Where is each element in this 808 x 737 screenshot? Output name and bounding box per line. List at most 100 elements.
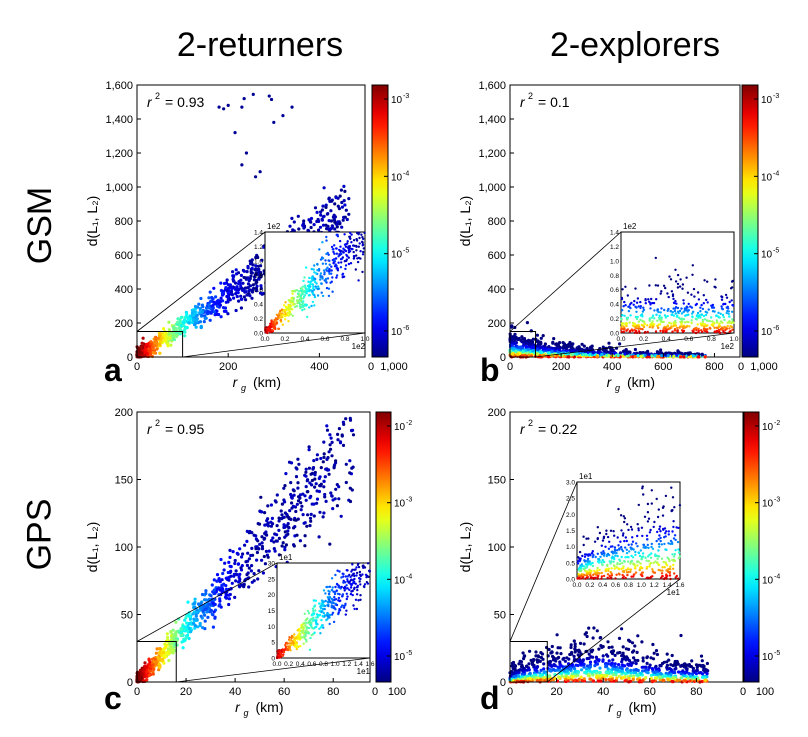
inset-point bbox=[296, 295, 299, 299]
data-point bbox=[247, 566, 251, 570]
data-point bbox=[332, 466, 336, 470]
data-point bbox=[226, 103, 230, 107]
inset-point bbox=[345, 592, 348, 595]
inset-point bbox=[730, 310, 734, 313]
inset-point bbox=[698, 314, 701, 317]
x-tick-label: 60 bbox=[278, 686, 290, 698]
inset-x-tick-label: 0.6 bbox=[307, 661, 316, 668]
data-point bbox=[149, 340, 153, 344]
data-point bbox=[233, 131, 237, 135]
data-point bbox=[275, 533, 279, 537]
y-tick-label: 1,400 bbox=[105, 114, 133, 126]
inset-point bbox=[689, 305, 692, 308]
inset-y-tick-label: 20 bbox=[268, 592, 276, 599]
data-point bbox=[254, 278, 258, 283]
r-squared-value: = 0.95 bbox=[165, 421, 205, 437]
inset-point bbox=[331, 611, 335, 614]
data-point bbox=[251, 92, 255, 96]
data-point bbox=[315, 501, 319, 505]
data-point bbox=[301, 222, 306, 226]
inset-point bbox=[296, 299, 299, 303]
inset-point bbox=[660, 316, 663, 319]
inset-y-tick-label: 0.8 bbox=[610, 273, 619, 280]
data-point bbox=[200, 313, 204, 317]
inset-point bbox=[357, 279, 360, 282]
data-point bbox=[207, 306, 211, 310]
data-point bbox=[245, 539, 249, 544]
data-point bbox=[226, 312, 230, 316]
data-point bbox=[284, 534, 288, 538]
inset-point bbox=[704, 327, 707, 331]
inset-point bbox=[656, 284, 660, 287]
inset-x-tick-label: 0.6 bbox=[684, 336, 693, 343]
inset-point bbox=[691, 264, 694, 267]
inset-point bbox=[327, 253, 330, 256]
data-point bbox=[340, 225, 344, 229]
data-point bbox=[640, 640, 644, 644]
y-tick-label: 1,200 bbox=[105, 148, 133, 160]
data-point bbox=[209, 609, 213, 614]
data-point bbox=[200, 592, 205, 597]
data-point bbox=[214, 295, 218, 299]
inset-point bbox=[724, 293, 728, 297]
data-point bbox=[199, 614, 203, 618]
inset-point bbox=[309, 636, 312, 640]
data-point bbox=[269, 97, 274, 102]
y-tick-label: 1,400 bbox=[478, 114, 506, 126]
data-point bbox=[608, 350, 612, 354]
data-point bbox=[241, 281, 245, 285]
inset-point bbox=[650, 316, 654, 319]
inset-plot: 0.0 0.2 0.4 0.6 0.8 1.0 1.2 1.4 1.60510152025301… bbox=[268, 553, 375, 676]
data-point bbox=[611, 658, 615, 662]
data-point bbox=[515, 352, 520, 356]
data-point bbox=[585, 664, 590, 668]
y-tick-label: 600 bbox=[488, 250, 506, 262]
x-tick-label: 20 bbox=[180, 686, 192, 698]
inset-point bbox=[334, 608, 337, 611]
inset-point bbox=[652, 323, 656, 326]
inset-point bbox=[321, 294, 325, 298]
data-point bbox=[641, 659, 645, 663]
data-point bbox=[661, 678, 665, 683]
data-point bbox=[692, 354, 696, 358]
inset-point bbox=[302, 300, 305, 303]
data-point bbox=[317, 228, 321, 232]
data-point bbox=[246, 266, 250, 270]
data-point bbox=[283, 500, 287, 504]
data-point bbox=[535, 352, 539, 356]
data-point bbox=[256, 522, 260, 526]
inset-point bbox=[347, 249, 350, 252]
data-point bbox=[521, 350, 525, 354]
inset-point bbox=[650, 297, 653, 301]
inset-y-tick-label: 0.4 bbox=[254, 302, 263, 309]
data-point bbox=[666, 678, 670, 682]
inset-point bbox=[296, 629, 299, 632]
inset-point bbox=[681, 283, 685, 286]
data-point bbox=[144, 347, 148, 352]
data-point bbox=[639, 354, 643, 358]
data-point bbox=[527, 662, 531, 666]
data-point bbox=[280, 513, 284, 517]
data-point bbox=[235, 294, 239, 299]
data-point bbox=[676, 350, 681, 354]
y-tick-label: 200 bbox=[115, 318, 133, 330]
inset-point bbox=[307, 286, 311, 290]
data-point bbox=[633, 347, 638, 352]
x-tick-label: 40 bbox=[229, 686, 241, 698]
data-point bbox=[689, 355, 693, 359]
data-point bbox=[340, 205, 344, 209]
data-point bbox=[233, 561, 237, 566]
data-point bbox=[261, 571, 265, 575]
inset-point bbox=[288, 306, 291, 309]
inset-point bbox=[676, 286, 680, 289]
data-point bbox=[230, 286, 234, 291]
inset-point bbox=[621, 322, 625, 325]
inset-point bbox=[663, 314, 667, 317]
data-point bbox=[333, 463, 337, 467]
data-point bbox=[327, 450, 331, 454]
data-point bbox=[688, 679, 692, 683]
data-point bbox=[191, 621, 196, 626]
inset-point bbox=[299, 303, 302, 307]
data-point bbox=[562, 656, 566, 660]
data-point bbox=[550, 644, 554, 649]
